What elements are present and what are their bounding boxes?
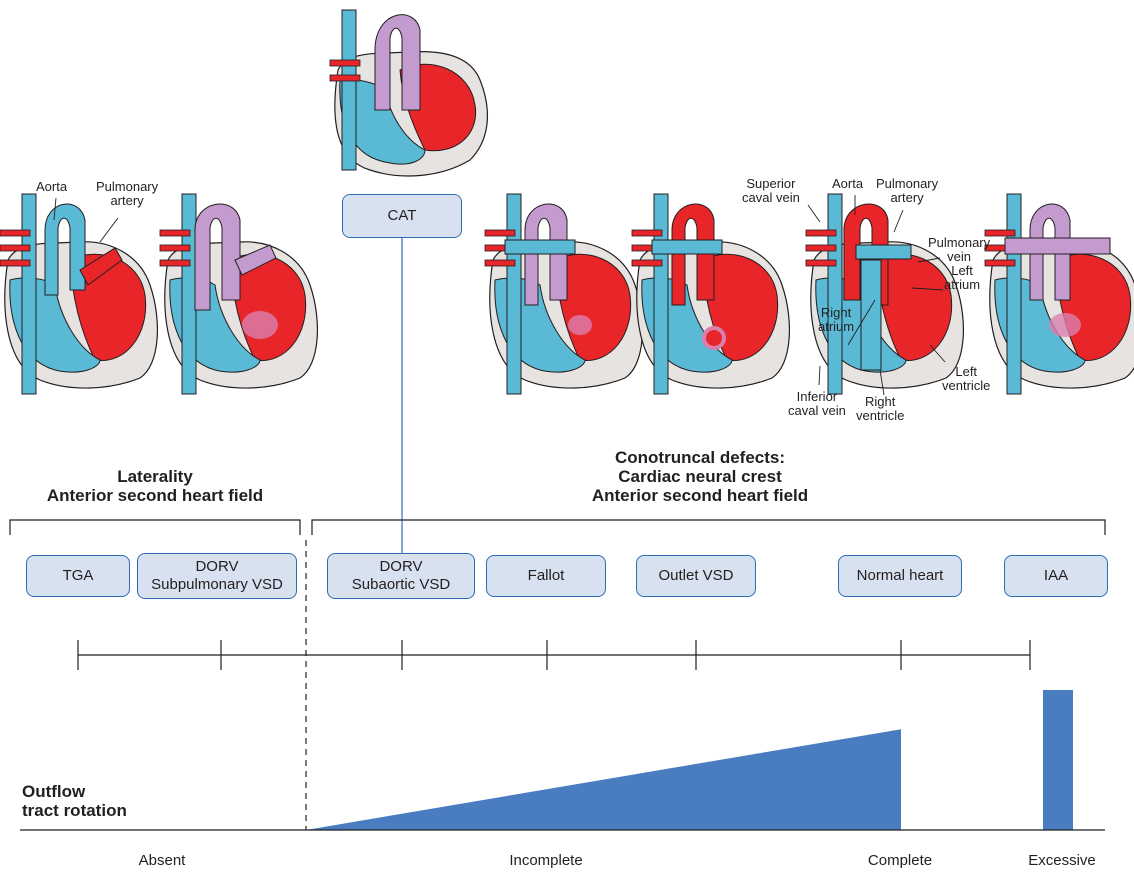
box-tga-label: TGA xyxy=(62,567,94,584)
box-outlet-vsd: Outlet VSD xyxy=(636,555,756,597)
label-aorta-right: Aorta xyxy=(832,176,864,191)
box-iaa: IAA xyxy=(1004,555,1108,597)
box-normal-heart-label: Normal heart xyxy=(856,567,944,584)
scale-label-excessive: Excessive xyxy=(1028,852,1096,869)
heading-conotruncal-line2: Cardiac neural crest xyxy=(618,467,782,486)
rotation-title: Outflow tract rotation xyxy=(22,782,127,820)
box-fallot-label: Fallot xyxy=(527,567,565,584)
heading-laterality: Laterality Anterior second heart field xyxy=(10,467,300,505)
heading-conotruncal: Conotruncal defects: Cardiac neural cres… xyxy=(400,448,1000,505)
box-outlet-vsd-label: Outlet VSD xyxy=(658,567,734,584)
scale-axis xyxy=(77,640,1031,670)
heading-conotruncal-line3: Anterior second heart field xyxy=(591,486,809,505)
box-dorv-subpulmonary-line1: DORV xyxy=(195,558,239,575)
heart-dorv-subpulmonary xyxy=(159,193,319,395)
box-dorv-subaortic-line2: Subaortic VSD xyxy=(351,576,451,593)
conotruncal-bracket xyxy=(311,519,1106,535)
box-dorv-subaortic: DORV Subaortic VSD xyxy=(327,553,475,599)
heart-iaa xyxy=(984,193,1134,395)
heart-cat xyxy=(329,9,489,177)
box-cat: CAT xyxy=(342,194,462,238)
label-superior-caval-vein: Superior caval vein xyxy=(742,176,800,205)
box-normal-heart: Normal heart xyxy=(838,555,962,597)
label-pulmonary-artery-right: Pulmonary artery xyxy=(876,176,939,205)
box-iaa-label: IAA xyxy=(1043,567,1069,584)
heading-conotruncal-line1: Conotruncal defects: xyxy=(614,448,786,467)
heart-dorv-subaortic xyxy=(484,193,644,395)
rotation-title-line2: tract rotation xyxy=(22,801,127,820)
scale-label-incomplete: Incomplete xyxy=(509,852,583,869)
box-dorv-subpulmonary-line2: Subpulmonary VSD xyxy=(151,576,283,593)
label-left-atrium: Left atrium xyxy=(944,263,981,292)
box-dorv-subaortic-line1: DORV xyxy=(379,558,423,575)
scale-label-complete: Complete xyxy=(867,852,933,869)
box-cat-label: CAT xyxy=(387,207,417,224)
label-pulmonary-vein: Pulmonary vein xyxy=(928,235,991,264)
incomplete-rotation-wedge xyxy=(306,729,901,830)
label-right-atrium: Right atrium xyxy=(818,305,855,334)
label-left-ventricle: Left ventricle xyxy=(942,364,991,393)
label-right-ventricle: Right ventricle xyxy=(856,394,905,423)
anatomy-leader-lines xyxy=(53,195,946,396)
label-inferior-caval-vein: Inferior caval vein xyxy=(788,389,846,418)
heading-laterality-line2: Anterior second heart field xyxy=(46,486,264,505)
box-dorv-subpulmonary: DORV Subpulmonary VSD xyxy=(137,553,297,599)
box-fallot: Fallot xyxy=(486,555,606,597)
scale-label-absent: Absent xyxy=(138,852,186,869)
rotation-title-line1: Outflow xyxy=(22,782,86,801)
heart-normal xyxy=(805,193,965,395)
laterality-bracket xyxy=(9,519,301,535)
label-pulmonary-artery-left: Pulmonary artery xyxy=(96,179,159,208)
heart-tga xyxy=(0,193,159,395)
heading-laterality-line1: Laterality xyxy=(117,467,193,486)
box-tga: TGA xyxy=(26,555,130,597)
excessive-rotation-bar xyxy=(1043,690,1073,830)
heart-fallot xyxy=(631,193,791,395)
label-aorta-left: Aorta xyxy=(36,179,68,194)
